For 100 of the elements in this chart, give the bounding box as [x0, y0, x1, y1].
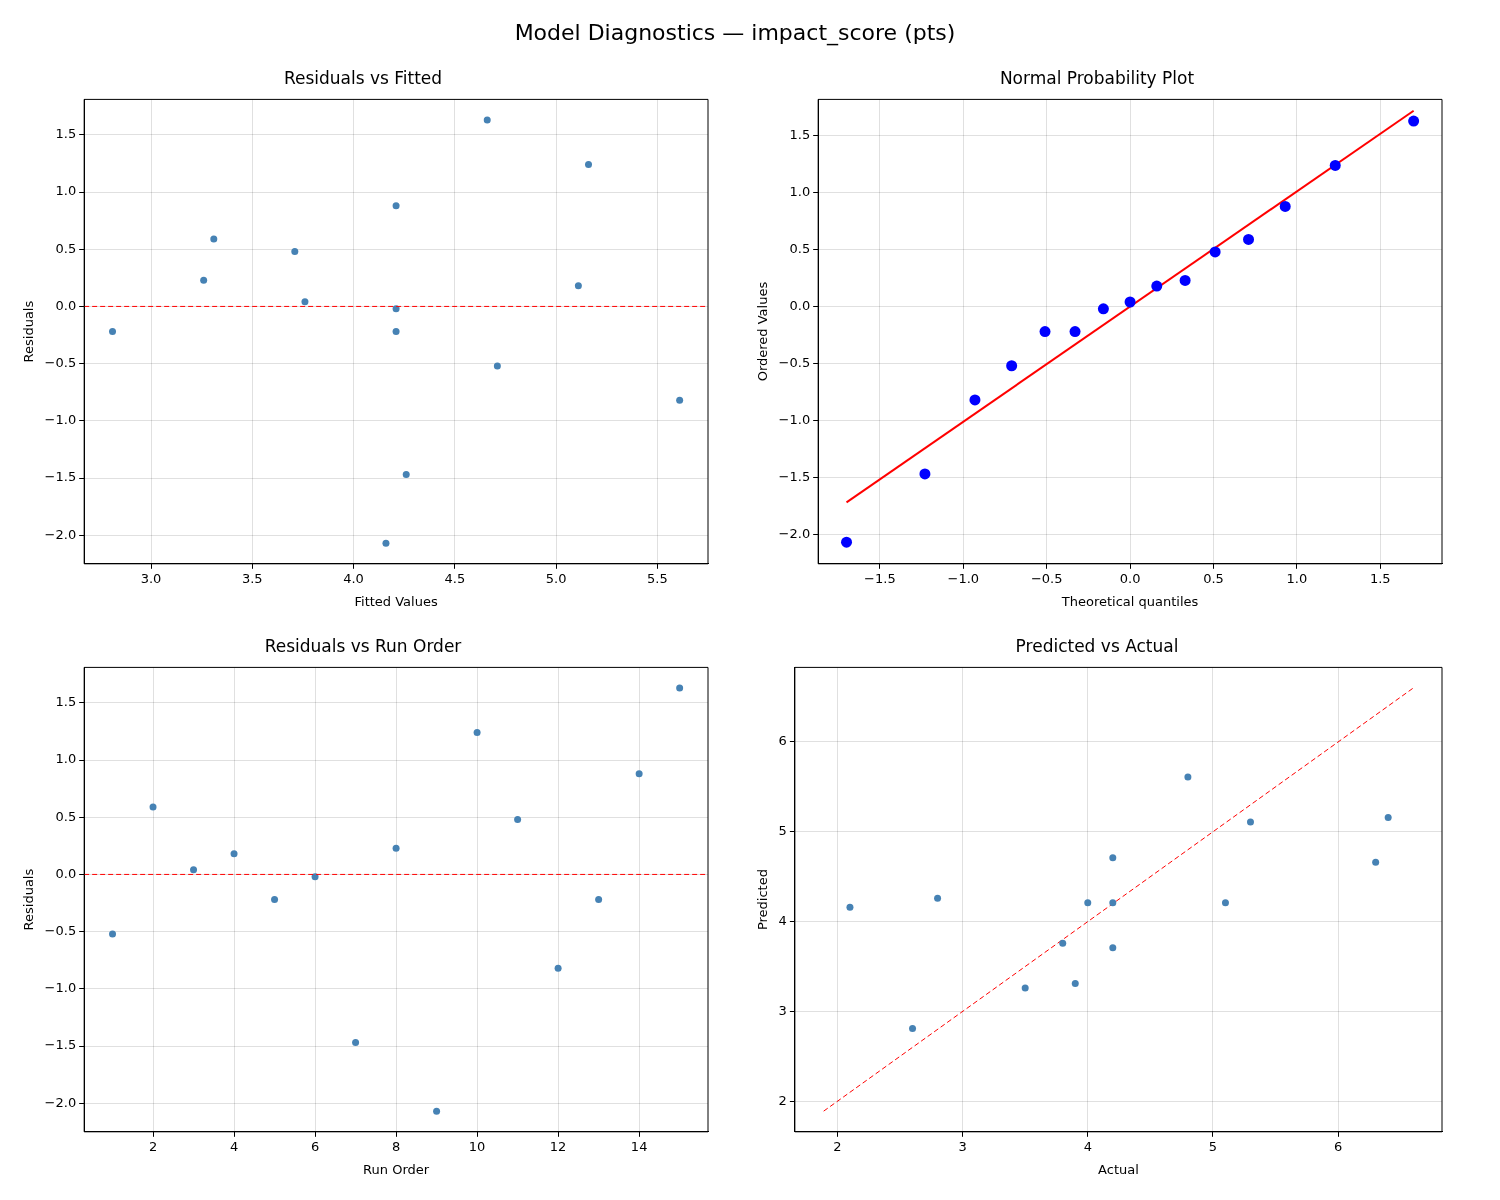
chart-title: Residuals vs Fitted — [283, 67, 443, 88]
y-tick-label: 6 — [778, 733, 787, 749]
y-axis-title: Predicted — [755, 869, 771, 931]
point — [1221, 899, 1229, 907]
point — [919, 468, 931, 480]
x-tick-label: 4.5 — [444, 570, 466, 586]
point — [1246, 818, 1254, 826]
y-tick-label: 0.5 — [55, 808, 77, 824]
point — [433, 1107, 441, 1115]
point — [1179, 274, 1191, 286]
point — [574, 282, 582, 290]
point — [271, 896, 279, 904]
point — [1039, 326, 1051, 338]
x-axis-title: Fitted Values — [354, 593, 438, 609]
x-tick-label: 8 — [391, 1138, 401, 1154]
point — [846, 903, 854, 911]
point — [1109, 854, 1117, 862]
chart-title: Predicted vs Actual — [1015, 635, 1179, 656]
y-tick-label: −0.5 — [44, 923, 77, 938]
x-tick-label: 5.5 — [647, 570, 668, 586]
x-tick-label: 0.0 — [1119, 570, 1141, 586]
y-axis-title: Residuals — [21, 868, 37, 931]
point — [595, 896, 603, 904]
y-tick-label: 0.0 — [55, 865, 77, 881]
point — [392, 305, 400, 313]
x-axis-title: Actual — [1098, 1161, 1139, 1177]
point — [1069, 326, 1081, 338]
y-tick-label: −2.0 — [44, 1094, 77, 1110]
point — [841, 536, 853, 548]
point — [392, 202, 400, 210]
chart-title: Residuals vs Run Order — [264, 635, 462, 656]
x-tick-label: 4.0 — [343, 570, 364, 586]
point — [1109, 899, 1117, 907]
x-tick-label: 14 — [630, 1138, 648, 1154]
point — [392, 328, 400, 336]
point — [1243, 233, 1255, 245]
point — [473, 729, 481, 737]
x-tick-label: 3.5 — [241, 570, 263, 586]
point — [402, 471, 410, 479]
x-tick-label: 4 — [229, 1138, 239, 1154]
point — [1021, 984, 1029, 992]
point — [190, 866, 198, 874]
y-tick-label: 0.0 — [789, 297, 811, 313]
point — [301, 298, 309, 306]
point — [1071, 980, 1079, 988]
y-tick-label: 1.0 — [55, 751, 77, 767]
point — [676, 396, 684, 404]
x-tick-label: 1.0 — [1286, 570, 1308, 586]
point — [382, 539, 390, 547]
y-tick-label: 0.5 — [789, 241, 811, 257]
point — [1059, 939, 1067, 947]
point — [635, 770, 643, 778]
point — [1124, 296, 1136, 308]
x-tick-label: 3.0 — [140, 570, 162, 586]
y-tick-label: 1.5 — [55, 694, 77, 710]
point — [1109, 944, 1117, 952]
y-tick-label: −0.5 — [44, 355, 77, 370]
x-tick-label: 2 — [833, 1138, 842, 1154]
point — [109, 328, 117, 336]
point — [109, 930, 117, 938]
point — [311, 873, 319, 881]
point — [149, 803, 157, 811]
y-tick-label: −2.0 — [44, 526, 77, 542]
point — [230, 850, 238, 858]
y-tick-label: −1.5 — [44, 1037, 77, 1053]
point — [1084, 899, 1092, 907]
x-tick-label: 6 — [1333, 1138, 1343, 1154]
point — [1006, 360, 1018, 372]
point — [392, 844, 400, 852]
x-axis-title: Run Order — [363, 1161, 430, 1177]
y-tick-label: 4 — [778, 912, 787, 928]
point — [1279, 200, 1291, 212]
point — [969, 394, 981, 406]
y-tick-label: 0.5 — [55, 240, 77, 256]
y-tick-label: −1.5 — [778, 468, 811, 484]
y-tick-label: −2.0 — [778, 525, 811, 541]
y-axis-title: Ordered Values — [755, 281, 771, 382]
x-tick-label: −0.5 — [1030, 570, 1063, 586]
point — [1408, 115, 1420, 127]
x-tick-label: 10 — [468, 1138, 486, 1154]
x-tick-label: 0.5 — [1203, 570, 1224, 586]
x-tick-label: 1.5 — [1369, 570, 1391, 586]
point — [934, 894, 942, 902]
chart-title: Normal Probability Plot — [999, 67, 1195, 88]
y-tick-label: 1.0 — [789, 184, 811, 200]
point — [585, 161, 592, 169]
y-tick-label: 1.5 — [55, 126, 77, 142]
x-tick-label: 5 — [1208, 1138, 1218, 1154]
x-tick-label: −1.0 — [947, 570, 980, 586]
point — [1384, 813, 1392, 821]
point — [1329, 159, 1341, 171]
point — [291, 248, 299, 256]
point — [554, 964, 562, 972]
y-tick-label: 2 — [778, 1092, 787, 1108]
point — [514, 816, 522, 824]
point — [909, 1025, 917, 1032]
x-axis-title: Theoretical quantiles — [1060, 593, 1199, 609]
y-tick-label: −1.0 — [778, 411, 811, 427]
point — [210, 235, 218, 243]
point — [483, 116, 491, 124]
